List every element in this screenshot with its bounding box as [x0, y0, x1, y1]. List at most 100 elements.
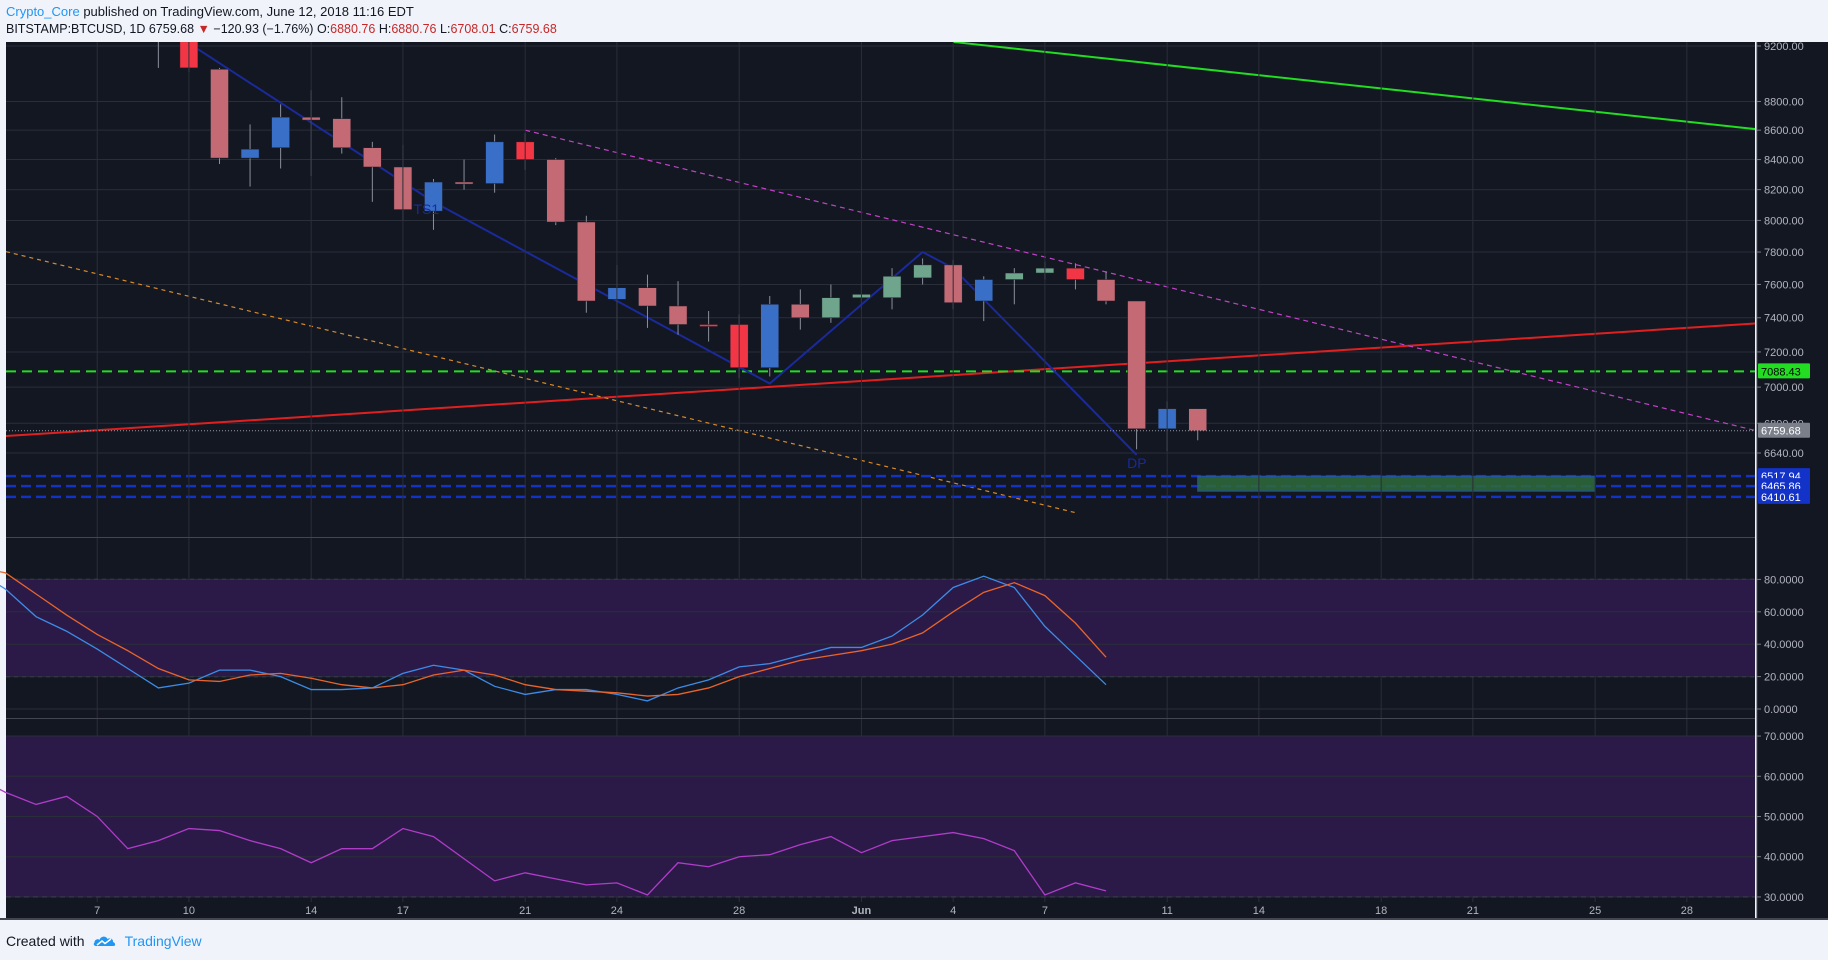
candle — [699, 311, 718, 342]
price-layer: TS1 DP — [6, 42, 1755, 514]
candle — [760, 296, 779, 377]
candle-body — [454, 181, 474, 185]
price-axis-label: 6640.00 — [1764, 448, 1804, 460]
price-axis-label: 7800.00 — [1764, 247, 1804, 259]
price-tag-label: 6759.68 — [1761, 426, 1801, 438]
down-arrow-icon: ▼ — [197, 22, 210, 36]
time-axis-label: 21 — [519, 905, 531, 917]
high-label: H: — [378, 22, 392, 36]
last-price: 6759.68 — [148, 22, 195, 36]
stoch-series-1 — [0, 571, 1107, 697]
tradingview-logo-icon — [93, 936, 115, 946]
price-tag-bg — [1758, 488, 1810, 504]
created-with-text: Created with — [6, 933, 85, 949]
price-tag-bg — [1758, 422, 1810, 438]
rsi-axis-label: 60.0000 — [1764, 771, 1804, 783]
candle-body — [699, 324, 718, 327]
open-value: 6880.76 — [330, 22, 376, 36]
tradingview-link[interactable]: TradingView — [124, 933, 202, 949]
candle — [577, 215, 596, 313]
candle-body — [424, 181, 443, 212]
candle — [157, 42, 159, 68]
quote-line: BITSTAMP:BTCUSD, 1D 6759.68 ▼ −120.93 (−… — [6, 21, 557, 37]
candle — [1188, 408, 1207, 441]
candle-body — [271, 116, 290, 148]
candle — [974, 276, 993, 322]
author-link[interactable]: Crypto_Core — [6, 4, 80, 19]
candle — [882, 268, 902, 310]
chart-svg[interactable]: TS1 DP 9200.00 8800.00 8600.00 8400.00 8200.00… — [0, 41, 1828, 920]
candle — [546, 158, 566, 226]
candle — [454, 159, 474, 190]
candle-body — [1005, 272, 1024, 280]
candle — [638, 274, 657, 328]
candle-body — [1096, 279, 1116, 302]
candle — [210, 67, 229, 165]
price-tag-bg — [1758, 363, 1810, 379]
publish-text: published on TradingView.com, June 12, 2… — [79, 4, 414, 19]
magenta-dashed-trendline — [525, 129, 1755, 432]
annotation-label: TS1 — [413, 201, 439, 217]
candle-body — [821, 297, 841, 318]
price-axis-label: 8400.00 — [1764, 155, 1804, 167]
time-axis-label: 7 — [1042, 905, 1048, 917]
price-axis-label: 8000.00 — [1764, 215, 1804, 227]
candle-body — [546, 159, 566, 223]
open-label: O: — [316, 22, 331, 36]
time-axis-bg — [6, 902, 1755, 918]
candle-body — [974, 279, 993, 302]
time-axis-label: 21 — [1467, 905, 1479, 917]
time-axis-label: 11 — [1161, 905, 1172, 917]
time-axis-label: 28 — [733, 905, 745, 917]
time-axis-label: 17 — [397, 905, 409, 917]
footer: Created with TradingView — [6, 933, 202, 949]
candle — [1127, 300, 1146, 450]
candle-body — [668, 305, 688, 325]
rsi-series-0 — [0, 788, 1107, 896]
rsi-axis-label: 30.0000 — [1764, 892, 1804, 904]
candle — [791, 289, 810, 330]
time-axis-label: 7 — [94, 905, 100, 917]
candle — [1005, 268, 1024, 305]
stoch-band — [6, 579, 1755, 677]
candle-body — [1188, 408, 1207, 431]
high-value: 6880.76 — [391, 22, 437, 36]
candle-body — [638, 287, 657, 307]
price-change: −120.93 (−1.76%) — [213, 22, 314, 36]
price-axis-label: 7200.00 — [1764, 347, 1804, 359]
candle — [1096, 271, 1116, 305]
time-axis-label: 14 — [305, 905, 317, 917]
candle-body — [760, 304, 779, 368]
price-axis-label: 7000.00 — [1764, 382, 1804, 394]
time-axis-label: 10 — [183, 905, 195, 917]
symbol-label[interactable]: BITSTAMP:BTCUSD, 1D — [6, 22, 146, 36]
price-tag-label: 6410.61 — [1761, 492, 1801, 504]
chart-area[interactable]: TS1 DP 9200.00 8800.00 8600.00 8400.00 8200.00… — [0, 41, 1828, 920]
time-axis-label: 24 — [611, 905, 623, 917]
stoch-axis-label: 20.0000 — [1764, 672, 1804, 684]
candle — [668, 281, 688, 335]
stoch-axis-label: 0.0000 — [1764, 704, 1798, 716]
candle-body — [913, 264, 932, 279]
target-zone-box — [1197, 475, 1596, 492]
candle — [1066, 263, 1085, 290]
price-axis-label: 7600.00 — [1764, 279, 1804, 291]
green-trendline — [953, 42, 1755, 131]
candle — [913, 258, 932, 285]
stoch-axis-label: 60.0000 — [1764, 607, 1804, 619]
candle-body — [485, 141, 504, 184]
candle-body — [1066, 267, 1085, 280]
low-value: 6708.01 — [450, 22, 496, 36]
stoch-axis-label: 80.0000 — [1764, 574, 1804, 586]
time-axis-label: 4 — [950, 905, 956, 917]
candle-body — [363, 147, 382, 168]
candle-body — [332, 118, 352, 148]
candle — [240, 124, 260, 187]
rsi-axis-label: 40.0000 — [1764, 852, 1804, 864]
candle-body — [577, 221, 596, 302]
price-tag-label: 7088.43 — [1761, 366, 1801, 378]
time-axis-label: 14 — [1253, 905, 1265, 917]
candle — [821, 284, 841, 323]
price-axis-label: 8200.00 — [1764, 185, 1804, 197]
candle — [271, 104, 290, 169]
